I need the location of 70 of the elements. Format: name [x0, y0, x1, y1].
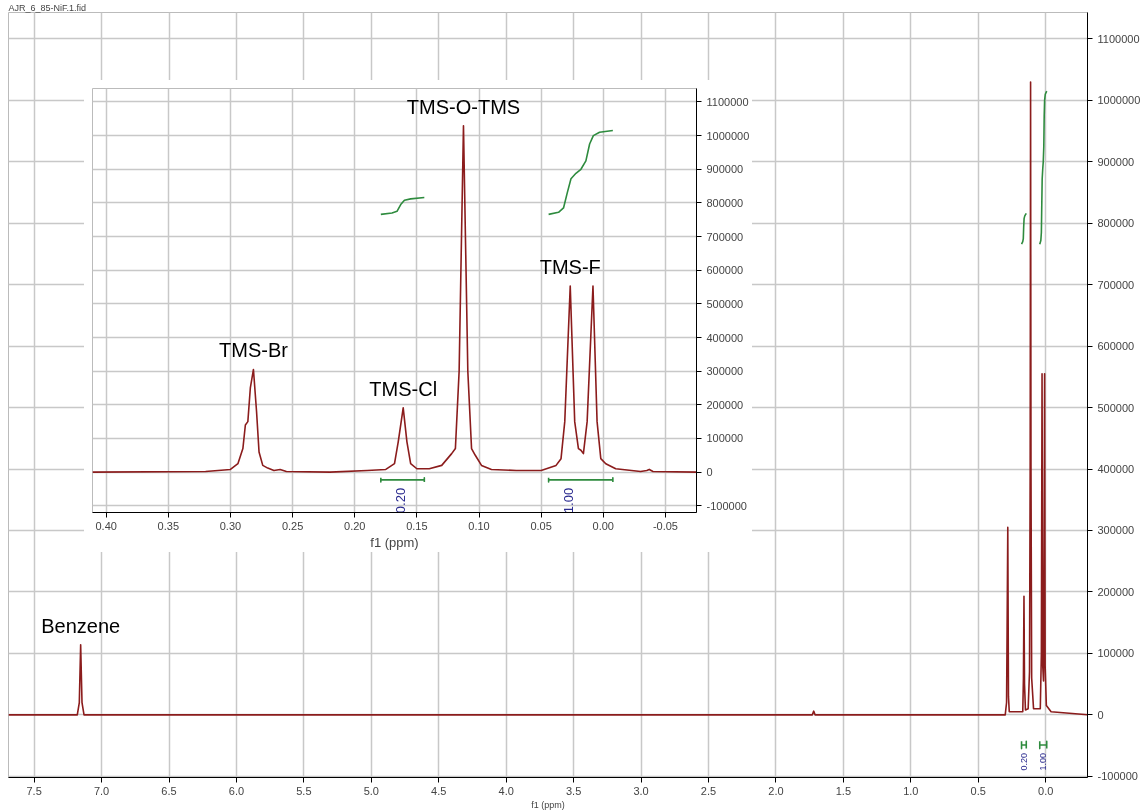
x-tick-label: 1.0 [903, 784, 919, 797]
line-series [380, 196, 426, 216]
y-tick-label: 600000 [706, 264, 744, 277]
x-tick-label: 0.15 [406, 519, 428, 532]
y-tick-label: 800000 [1097, 217, 1135, 230]
x-tick-label: 2.0 [768, 784, 784, 797]
annotation: TMS-O-TMS [406, 95, 521, 118]
x-tick-label: 7.5 [26, 784, 42, 797]
annotation: TMS-Br [219, 339, 289, 362]
line-series [92, 125, 697, 473]
y-tick-label: 600000 [1097, 340, 1135, 353]
y-tick-label: 0 [1097, 708, 1104, 721]
y-tick-label: 0 [706, 466, 713, 479]
y-tick-label: 700000 [1097, 278, 1135, 291]
y-tick-label: 300000 [1097, 524, 1135, 537]
x-axis-title: f1 (ppm) [531, 799, 565, 810]
x-tick-label: 0.20 [344, 519, 366, 532]
annotation: Benzene [41, 614, 121, 637]
x-tick-label: 0.05 [530, 519, 552, 532]
y-tick-label: 100000 [1097, 647, 1135, 660]
x-tick-label: 0.40 [95, 519, 117, 532]
x-tick-label: 1.5 [835, 784, 852, 797]
y-tick-label: -100000 [706, 499, 747, 512]
annotation: TMS-F [539, 256, 601, 279]
line-series [547, 129, 614, 216]
y-tick-label: 100000 [706, 432, 744, 445]
y-tick-label: 500000 [706, 297, 744, 310]
line-series [1038, 90, 1048, 245]
x-tick-label: 4.5 [431, 784, 447, 797]
y-tick-label: 900000 [706, 163, 744, 176]
y-tick-label: 700000 [706, 230, 744, 243]
x-tick-label: 0.00 [592, 519, 615, 532]
y-tick-label: 300000 [706, 365, 744, 378]
x-tick-label: 5.0 [363, 784, 379, 797]
y-tick-label: -100000 [1097, 770, 1138, 783]
chart-title: AJR_6_85-NiF.1.fid [8, 2, 87, 13]
annotation: 0.20 [393, 487, 409, 514]
y-tick-label: 1100000 [706, 95, 749, 108]
x-tick-label: 0.5 [970, 784, 986, 797]
x-tick-label: 3.5 [565, 784, 582, 797]
y-tick-label: 1000000 [706, 129, 750, 142]
x-tick-label: 0.35 [157, 519, 180, 532]
x-tick-label: 0.30 [219, 519, 242, 532]
y-tick-label: 1100000 [1097, 32, 1140, 45]
annotation: 0.20 [1018, 752, 1029, 771]
line-series [8, 81, 1088, 716]
line-series [1020, 212, 1028, 245]
y-tick-label: 1000000 [1097, 94, 1141, 107]
x-tick-label: -0.05 [652, 519, 678, 532]
x-tick-label: 2.5 [700, 784, 717, 797]
y-tick-label: 400000 [706, 331, 744, 344]
y-tick-label: 400000 [1097, 463, 1135, 476]
x-tick-label: 7.0 [93, 784, 110, 797]
x-tick-label: 0.25 [281, 519, 304, 532]
annotation: 1.00 [1037, 752, 1048, 771]
y-tick-label: 900000 [1097, 155, 1135, 168]
x-tick-label: 4.0 [498, 784, 514, 797]
y-tick-label: 200000 [1097, 585, 1135, 598]
x-tick-label: 0.0 [1038, 784, 1054, 797]
x-axis-title: f1 (ppm) [370, 534, 419, 550]
x-tick-label: 3.0 [633, 784, 649, 797]
y-tick-label: 200000 [706, 398, 744, 411]
x-tick-label: 0.10 [468, 519, 490, 532]
x-tick-label: 6.0 [228, 784, 245, 797]
x-tick-label: 6.5 [161, 784, 177, 797]
y-tick-label: 500000 [1097, 401, 1135, 414]
x-tick-label: 5.5 [296, 784, 312, 797]
annotation: TMS-Cl [369, 377, 438, 400]
annotation: 1.00 [560, 487, 576, 514]
y-tick-label: 800000 [706, 196, 744, 209]
